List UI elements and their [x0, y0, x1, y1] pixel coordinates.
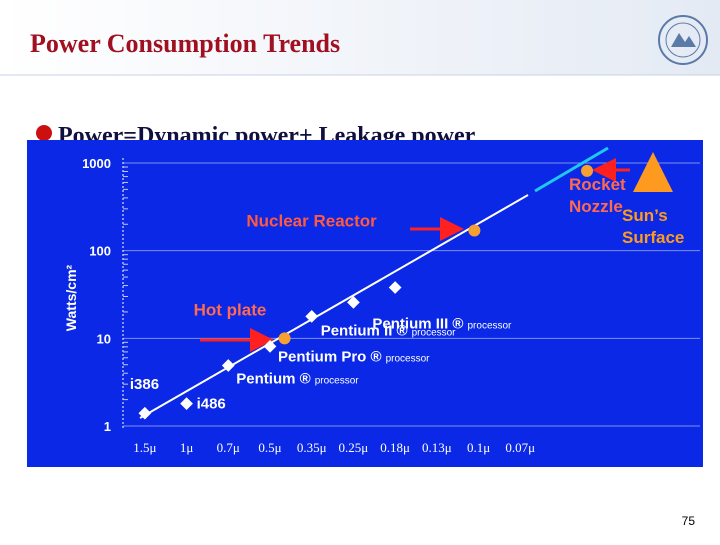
reference-label-line: Nuclear Reactor — [246, 211, 377, 230]
bullet-dot — [36, 125, 52, 141]
slide-title: Power Consumption Trends — [30, 29, 340, 58]
processor-note: processor — [412, 327, 457, 338]
x-tick-label: 0.1μ — [467, 440, 490, 455]
y-tick-label: 1 — [104, 419, 111, 434]
processor-point — [388, 281, 402, 294]
processor-point — [305, 310, 319, 323]
processor-label: i486 — [197, 396, 226, 413]
processor-name: Pentium III ® — [372, 315, 463, 332]
processor-name: i486 — [197, 396, 226, 413]
processor-label: Pentium III ® processor — [372, 315, 512, 332]
y-tick-label: 1000 — [82, 156, 111, 171]
x-tick-label: 0.07μ — [505, 440, 535, 455]
page-number: 75 — [682, 514, 696, 528]
reference-point — [468, 224, 481, 237]
x-tick-label: 0.18μ — [380, 440, 410, 455]
x-tick-label: 0.5μ — [258, 440, 281, 455]
processor-name: i386 — [130, 376, 159, 393]
reference-label: Rocket Nozzle — [569, 175, 626, 216]
x-tick-label: 0.25μ — [339, 440, 369, 455]
processor-note: processor — [386, 353, 431, 364]
processor-point — [180, 397, 193, 410]
x-tick-label: 0.35μ — [297, 440, 327, 455]
y-tick-label: 10 — [97, 331, 111, 346]
header-bar — [0, 0, 720, 75]
processor-name: Pentium II ® — [321, 322, 408, 339]
sun-label-line: Sun’s — [622, 206, 668, 225]
x-tick-label: 1μ — [180, 440, 194, 455]
processor-name: Pentium Pro ® — [278, 348, 382, 365]
reference-label: Nuclear Reactor — [246, 211, 377, 230]
logo — [658, 15, 708, 65]
sun-label: Sun’s Surface — [622, 206, 684, 247]
processor-point — [221, 359, 235, 372]
processor-note: processor — [467, 320, 512, 331]
sun-label-line: Surface — [622, 228, 684, 247]
processor-point — [263, 339, 277, 353]
trend-extension — [534, 146, 609, 193]
processor-point — [347, 296, 360, 309]
reference-point — [278, 332, 291, 345]
x-tick-label: 0.7μ — [217, 440, 240, 455]
reference-label-line: Hot plate — [194, 300, 267, 319]
y-tick-label: 100 — [89, 244, 111, 259]
processor-point — [138, 406, 152, 420]
processor-label: i386 — [130, 376, 159, 393]
x-tick-label: 1.5μ — [133, 440, 156, 455]
reference-label-line: Nozzle — [569, 197, 623, 216]
processor-label: Pentium ® processor — [236, 370, 359, 387]
reference-label-line: Rocket — [569, 175, 626, 194]
y-axis-label: Watts/cm² — [63, 264, 79, 331]
processor-label: Pentium II ® processor — [321, 322, 456, 339]
reference-label: Hot plate — [194, 300, 267, 319]
processor-name: Pentium ® — [236, 370, 310, 387]
processor-label: Pentium Pro ® processor — [278, 348, 430, 365]
processor-note: processor — [315, 375, 360, 386]
x-tick-label: 0.13μ — [422, 440, 452, 455]
reference-point — [581, 164, 594, 177]
